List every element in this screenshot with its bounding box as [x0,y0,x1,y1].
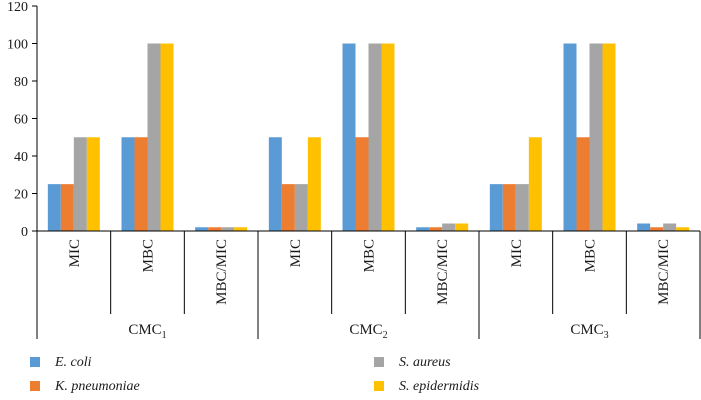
bar-e-coli [121,137,135,231]
bar-e-coli [195,227,209,231]
bar-e-coli [342,43,356,231]
group-label: CMC3 [570,322,608,341]
bar-k-pneumoniae [650,227,664,231]
y-tick-label: 80 [14,75,28,90]
y-tick-label: 0 [21,225,28,240]
bar-e-coli [416,227,430,231]
bar-s-aureus [515,184,529,232]
category-label: MBC [583,239,599,272]
bar-s-aureus [294,184,308,232]
bar-s-epidermidis [86,137,100,231]
category-label: MBC/MIC [435,239,451,305]
legend-swatch [374,381,384,391]
bar-k-pneumoniae [355,137,369,231]
category-label: MBC/MIC [656,239,672,305]
bar-s-epidermidis [602,43,616,231]
bar-k-pneumoniae [60,184,74,232]
bar-s-epidermidis [160,43,174,231]
y-tick-label: 20 [14,188,28,203]
y-tick-label: 100 [7,38,28,53]
x-axis: MIC MBC MBC/MIC CMC1 MIC MBC MBC/MIC CMC2 MIC MBC… [36,230,701,341]
bar-k-pneumoniae [208,227,222,231]
bar-s-epidermidis [381,43,395,231]
bars [47,43,690,232]
legend-swatch [374,357,384,367]
bar-e-coli [47,184,61,232]
y-tick-label: 40 [14,150,28,165]
bar-s-aureus [368,43,382,231]
bar-k-pneumoniae [281,184,295,232]
group-label: CMC2 [349,322,387,341]
legend-label: K. pneumoniae [54,379,140,394]
legend-label: S. aureus [399,355,451,370]
bar-k-pneumoniae [134,137,148,231]
y-tick-label: 60 [14,113,28,128]
bar-s-aureus [73,137,87,231]
legend-label: S. epidermidis [399,379,480,394]
bar-e-coli [268,137,282,231]
category-label: MIC [509,239,525,267]
y-axis: 0 20 40 60 80 100 120 [7,0,38,240]
category-label: MIC [67,239,83,267]
bar-s-aureus [663,223,677,231]
bar-e-coli [563,43,577,231]
bar-e-coli [637,223,651,231]
category-label: MIC [288,239,304,267]
bar-s-aureus [589,43,603,231]
category-label: MBC/MIC [214,239,230,305]
legend-swatch [30,357,40,367]
legend: E. coli S. aureus K. pneumoniae S. epidermi… [30,355,480,394]
bar-e-coli [489,184,503,232]
category-label: MBC [362,239,378,272]
bar-s-epidermidis [234,227,248,231]
bar-s-epidermidis [307,137,321,231]
bar-s-epidermidis [455,223,469,231]
bar-k-pneumoniae [576,137,590,231]
bar-s-aureus [147,43,161,231]
legend-swatch [30,381,40,391]
category-label: MBC [141,239,157,272]
group-label: CMC1 [128,322,166,341]
bar-k-pneumoniae [502,184,516,232]
bar-k-pneumoniae [429,227,443,231]
y-tick-label: 120 [7,0,28,15]
bar-s-aureus [221,227,235,231]
bar-s-epidermidis [528,137,542,231]
bar-s-aureus [442,223,456,231]
legend-label: E. coli [54,355,92,370]
bar-s-epidermidis [676,227,690,231]
